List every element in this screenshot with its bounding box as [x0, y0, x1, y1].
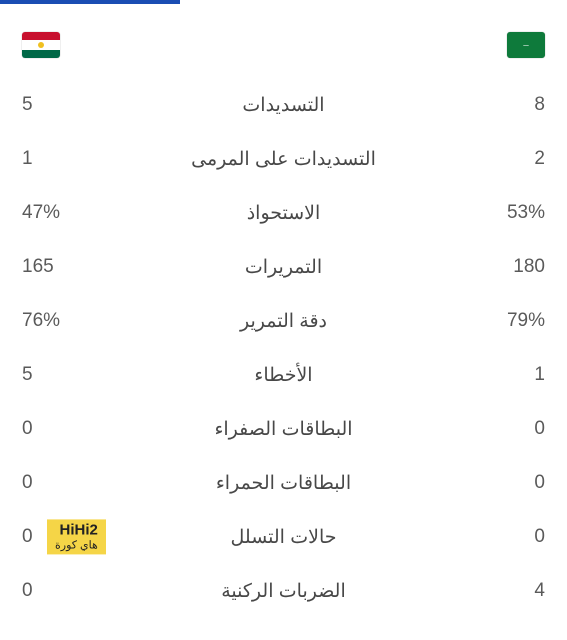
flag-stripe-green	[22, 50, 60, 58]
stat-value-left: 0	[485, 472, 545, 494]
stat-label: الأخطاء	[82, 364, 485, 387]
stat-label: حالات التسلل	[82, 526, 485, 549]
flag-emblem-icon	[38, 42, 44, 48]
watermark-title: HiHi2	[55, 521, 98, 539]
stat-row: 0 حالات التسلل 0 HiHi2 هاي كورة	[22, 510, 545, 564]
stat-value-left: 79%	[485, 310, 545, 332]
stat-row: 4 الضربات الركنية 0	[22, 564, 545, 618]
stats-table: 8 التسديدات 5 2 التسديدات على المرمى 1 5…	[0, 78, 567, 618]
stat-row: 79% دقة التمرير 76%	[22, 294, 545, 348]
stat-row: 53% الاستحواذ 47%	[22, 186, 545, 240]
stat-value-left: 1	[485, 364, 545, 386]
stat-label: التسديدات	[82, 94, 485, 117]
stat-row: 180 التمريرات 165	[22, 240, 545, 294]
stat-value-right: 0	[22, 472, 82, 494]
stat-value-left: 4	[485, 580, 545, 602]
stat-value-left: 2	[485, 148, 545, 170]
stat-label: البطاقات الحمراء	[82, 472, 485, 495]
flag-stripe-white	[22, 40, 60, 51]
stat-label: الاستحواذ	[82, 202, 485, 225]
stat-value-left: 8	[485, 94, 545, 116]
tab-active-region[interactable]	[0, 0, 180, 4]
stat-row: 8 التسديدات 5	[22, 78, 545, 132]
watermark-badge: HiHi2 هاي كورة	[47, 519, 106, 554]
tab-indicator	[0, 0, 567, 4]
stat-label: الضربات الركنية	[82, 580, 485, 603]
watermark-subtitle: هاي كورة	[55, 539, 98, 552]
stat-label: البطاقات الصفراء	[82, 418, 485, 441]
stat-value-right: 47%	[22, 202, 82, 224]
stat-value-left: 0	[485, 526, 545, 548]
flags-row: ـــ	[0, 4, 567, 78]
stat-value-right: 0	[22, 580, 82, 602]
stat-label: التمريرات	[82, 256, 485, 279]
stat-row: 0 البطاقات الحمراء 0	[22, 456, 545, 510]
flag-saudi-arabia[interactable]: ـــ	[507, 32, 545, 58]
stat-value-right: 5	[22, 94, 82, 116]
stat-value-left: 0	[485, 418, 545, 440]
tab-inactive-region[interactable]	[180, 0, 567, 4]
flag-stripe-red	[22, 32, 60, 40]
stat-value-right: 76%	[22, 310, 82, 332]
stat-value-left: 180	[485, 256, 545, 278]
stat-label: دقة التمرير	[82, 310, 485, 333]
stat-row: 2 التسديدات على المرمى 1	[22, 132, 545, 186]
stat-value-right: 5	[22, 364, 82, 386]
stat-value-right: 165	[22, 256, 82, 278]
stat-value-right: 0	[22, 418, 82, 440]
stat-row: 1 الأخطاء 5	[22, 348, 545, 402]
stat-row: 0 البطاقات الصفراء 0	[22, 402, 545, 456]
flag-saudi-inscription: ـــ	[523, 42, 528, 48]
flag-tajikistan[interactable]	[22, 32, 60, 58]
stat-label: التسديدات على المرمى	[82, 148, 485, 171]
stat-value-left: 53%	[485, 202, 545, 224]
stat-value-right: 1	[22, 148, 82, 170]
